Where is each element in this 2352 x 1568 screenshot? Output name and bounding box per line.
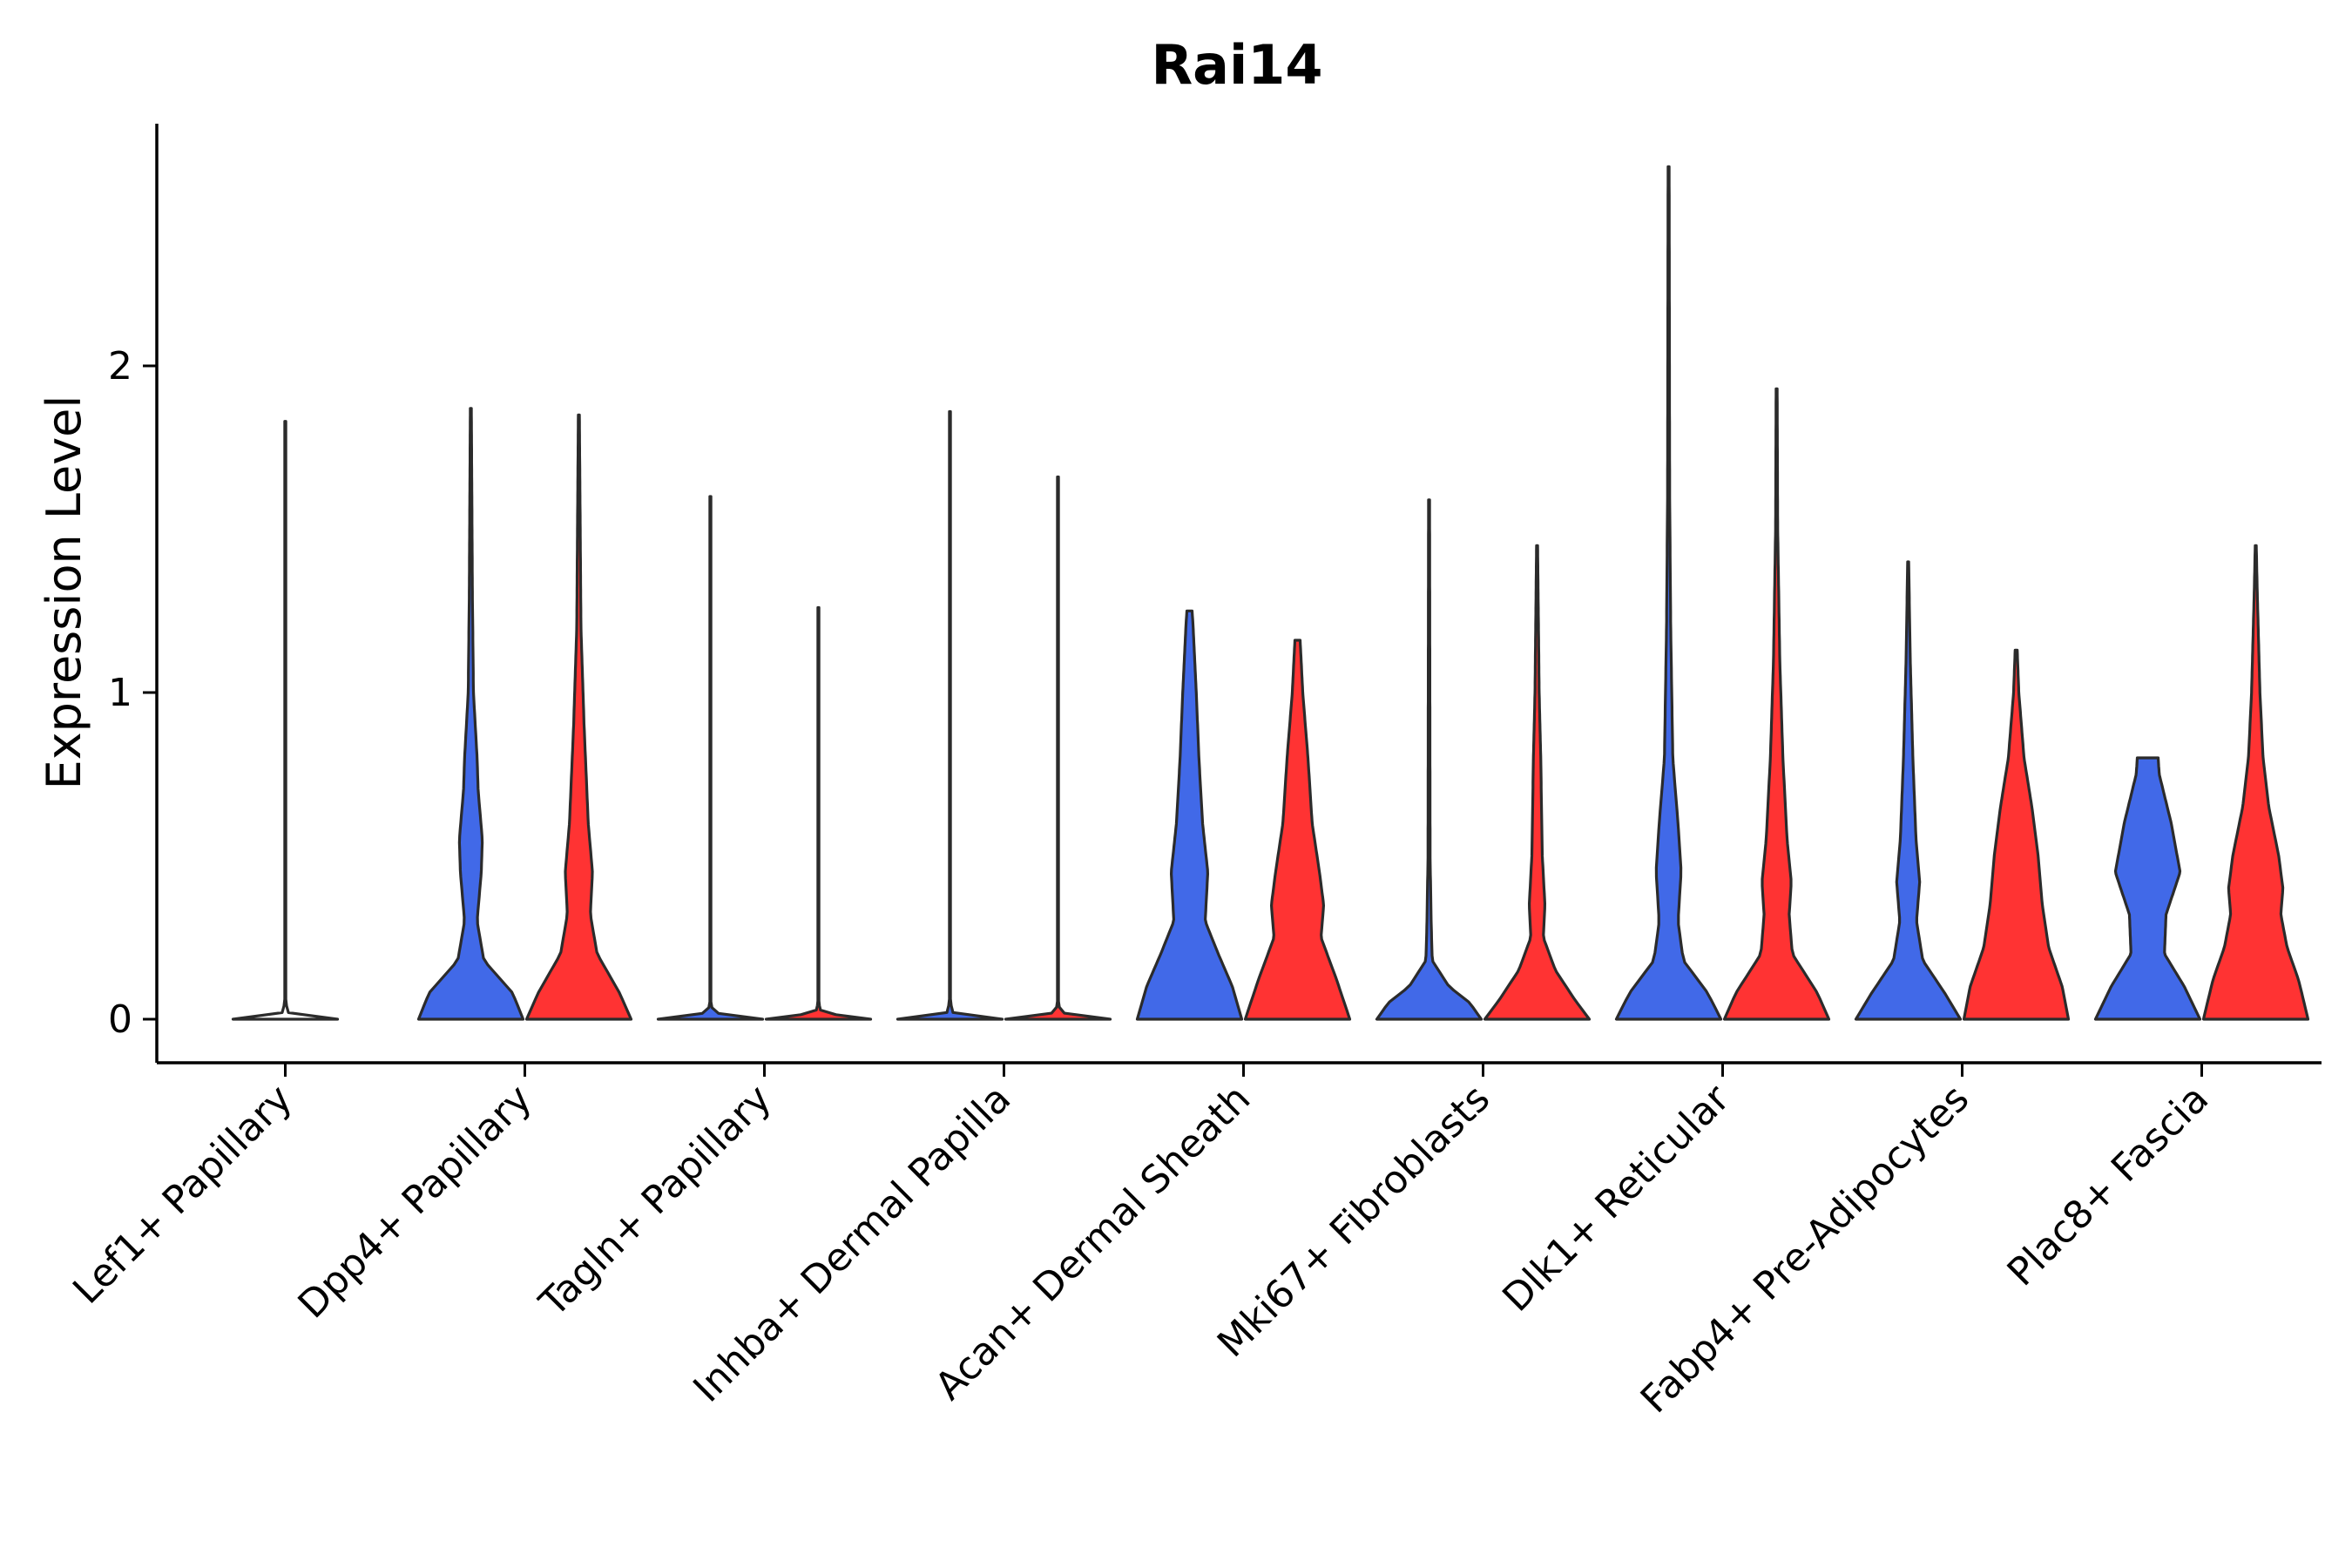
violin-plac8-fascia-group2 <box>2201 544 2310 1021</box>
violin-acan-dermal-sheath-group1 <box>1135 609 1244 1021</box>
x-tick-label-dpp4-papillary: Dpp4+ Papillary <box>290 1077 541 1328</box>
violin-tagln-papillary-group2 <box>764 605 873 1021</box>
y-tick-label-2: 2 <box>108 344 132 389</box>
x-tick-label-tagln-papillary: Tagln+ Papillary <box>531 1077 780 1326</box>
x-tick-label-mki67-fibroblasts: Mki67+ Fibroblasts <box>1209 1077 1498 1366</box>
violin-fabp4-pre-adipocytes-group1 <box>1854 560 1963 1021</box>
violin-lef1-papillary-group1 <box>231 420 340 1021</box>
y-axis-ticks: 0 1 2 <box>108 344 157 1042</box>
y-tick-label-1: 1 <box>108 671 132 715</box>
violin-fabp4-pre-adipocytes-group2 <box>1962 648 2071 1021</box>
violin-mki67-fibroblasts-group1 <box>1375 498 1484 1021</box>
chart-title: Rai14 <box>1151 33 1322 97</box>
violin-inhba-dermal-papilla-group1 <box>896 409 1004 1021</box>
x-tick-label-plac8-fascia: Plac8+ Fascia <box>1999 1077 2218 1295</box>
plot-area <box>231 165 2310 1021</box>
violin-tagln-papillary-group1 <box>656 495 765 1021</box>
violin-mki67-fibroblasts-group2 <box>1483 544 1592 1021</box>
violin-dpp4-papillary-group2 <box>524 413 633 1021</box>
violin-dlk1-reticular-group1 <box>1614 165 1723 1021</box>
y-axis-label: Expression Level <box>37 395 91 790</box>
violin-inhba-dermal-papilla-group2 <box>1004 475 1112 1021</box>
x-tick-label-lef1-papillary: Lef1+ Papillary <box>64 1077 301 1313</box>
violin-dlk1-reticular-group2 <box>1722 387 1831 1021</box>
x-tick-label-dlk1-reticular: Dlk1+ Reticular <box>1494 1076 1739 1321</box>
violin-dpp4-papillary-group1 <box>416 407 525 1021</box>
violin-plac8-fascia-group1 <box>2093 756 2202 1021</box>
y-tick-label-0: 0 <box>108 997 132 1042</box>
violin-acan-dermal-sheath-group2 <box>1243 639 1352 1021</box>
